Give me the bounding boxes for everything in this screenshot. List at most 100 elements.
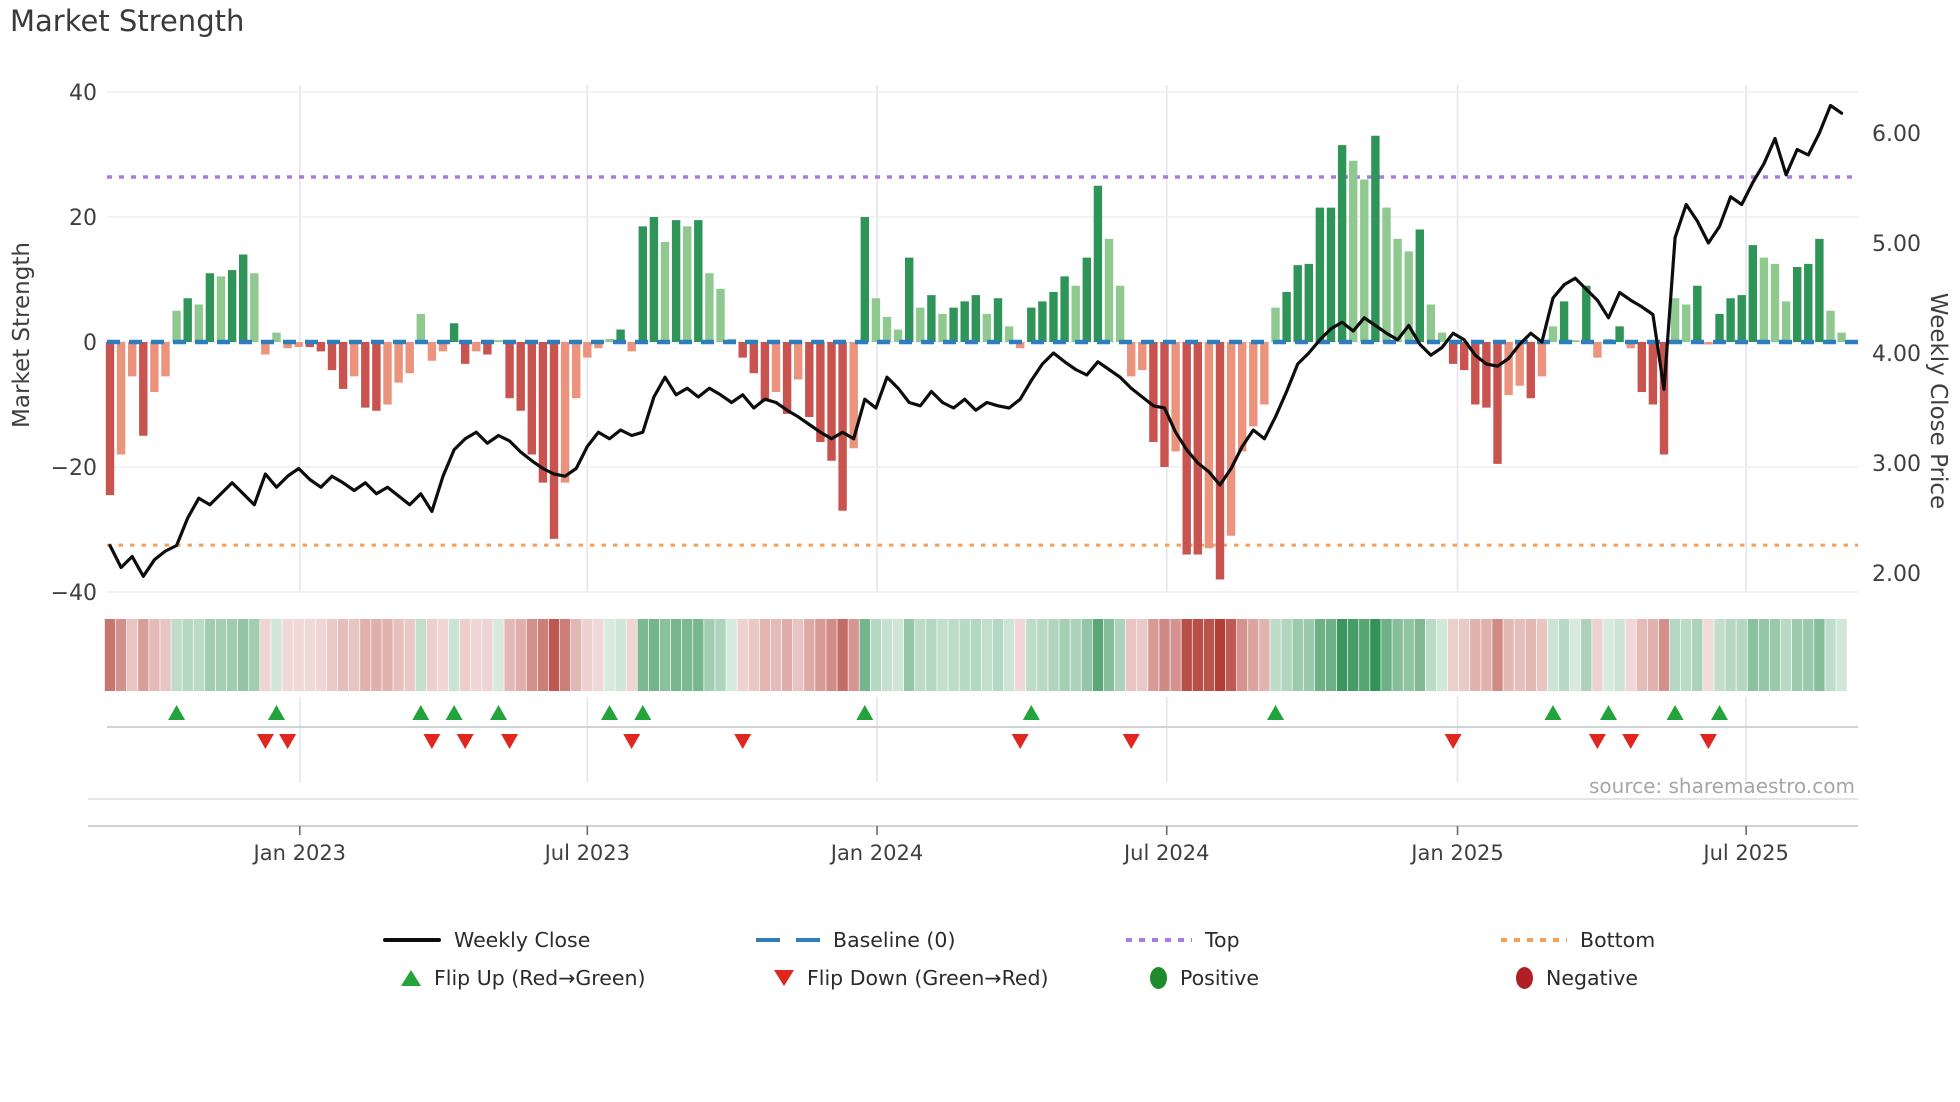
heatmap-cell xyxy=(604,619,615,691)
heatmap-cell xyxy=(149,619,160,691)
strength-bar xyxy=(1326,207,1336,342)
heatmap-cell xyxy=(759,619,771,691)
heatmap-cell xyxy=(1570,619,1581,691)
strength-bar xyxy=(1571,340,1580,342)
strength-bar xyxy=(982,313,992,342)
strength-bar xyxy=(605,338,614,342)
heatmap-cell xyxy=(1248,619,1259,691)
heatmap-cell xyxy=(1703,619,1714,691)
flip-up-marker xyxy=(268,705,285,720)
heatmap-cell xyxy=(1292,619,1303,691)
strength-bar xyxy=(938,313,947,342)
flip-up-marker xyxy=(445,705,463,720)
strength-bar xyxy=(172,310,181,342)
heatmap-cell xyxy=(437,619,449,691)
heatmap-cell xyxy=(1237,619,1248,691)
heatmap-cell xyxy=(360,619,371,691)
heatmap-cell xyxy=(1103,619,1115,691)
flip-up-marker xyxy=(1711,705,1728,720)
heatmap-cell xyxy=(160,619,171,691)
heatmap-cell xyxy=(1259,619,1270,691)
strength-bar xyxy=(1260,342,1269,405)
flip-up-marker xyxy=(601,705,618,720)
flip-up-marker xyxy=(412,705,430,720)
strength-bar xyxy=(1715,313,1724,342)
heatmap-cell xyxy=(1381,619,1392,691)
positive-dot-icon xyxy=(1150,967,1167,989)
legend-positive: Positive xyxy=(1150,966,1259,990)
flip-down-icon xyxy=(774,970,794,986)
strength-bar xyxy=(594,342,603,349)
strength-bar xyxy=(905,257,914,342)
strength-bar xyxy=(1815,238,1824,342)
strength-bar xyxy=(505,342,514,399)
strength-bar xyxy=(1304,263,1313,342)
strength-bar xyxy=(405,342,414,374)
strength-bar xyxy=(1648,342,1658,405)
heatmap-cell xyxy=(659,619,671,691)
heatmap-cell xyxy=(1159,619,1170,691)
heatmap-cell xyxy=(226,619,238,691)
strength-bar xyxy=(660,242,670,342)
heatmap-cell xyxy=(1792,619,1803,691)
strength-bar xyxy=(649,217,659,342)
heatmap-cell xyxy=(670,619,682,691)
strength-bar xyxy=(916,307,925,342)
heatmap-cell xyxy=(1126,619,1137,691)
right-tick-label: 2.00 xyxy=(1872,562,1921,587)
heatmap-cell xyxy=(948,619,959,691)
heatmap-cell xyxy=(1836,619,1847,691)
strength-bar xyxy=(216,276,226,342)
heatmap-cell xyxy=(1436,619,1448,691)
strength-bar xyxy=(993,298,1003,342)
strength-bar xyxy=(1626,342,1635,349)
strength-bar xyxy=(771,342,781,392)
flip-down-marker xyxy=(279,734,297,749)
heatmap-cell xyxy=(637,619,648,691)
heatmap-cell xyxy=(1636,619,1647,691)
right-tick-label: 4.00 xyxy=(1872,342,1921,367)
flip-up-icon xyxy=(401,970,421,986)
heatmap-cell xyxy=(1092,619,1104,691)
legend-flip-down: Flip Down (Green→Red) xyxy=(774,966,1049,990)
strength-bar xyxy=(971,295,980,342)
strength-bar xyxy=(705,273,714,342)
heatmap-cell xyxy=(1359,619,1370,691)
strength-bar xyxy=(1226,342,1236,536)
heatmap-cell xyxy=(1281,619,1292,691)
strength-bar xyxy=(1548,326,1558,342)
heatmap-cell xyxy=(793,619,804,691)
heatmap-cell xyxy=(526,619,537,691)
legend-label: Weekly Close xyxy=(454,928,591,952)
heatmap-cell xyxy=(371,619,382,691)
strength-bar xyxy=(1115,285,1125,342)
heatmap-cell xyxy=(1492,619,1503,691)
flip-down-marker xyxy=(1444,734,1462,749)
heatmap-cell xyxy=(1048,619,1059,691)
strength-bar xyxy=(1493,342,1502,464)
flip-up-marker xyxy=(856,705,874,720)
heatmap-cell xyxy=(1647,619,1659,691)
heatmap-cell xyxy=(1181,619,1192,691)
strength-bar xyxy=(1149,342,1158,442)
strength-bar xyxy=(627,342,636,352)
strength-bar xyxy=(1748,245,1757,342)
heatmap-cell xyxy=(315,619,327,691)
heatmap-cell xyxy=(981,619,993,691)
heatmap-cell xyxy=(571,619,582,691)
strength-bar xyxy=(338,342,348,389)
strength-bar xyxy=(1415,229,1424,342)
heatmap-cell xyxy=(249,619,260,691)
strength-bar xyxy=(1204,342,1214,549)
heatmap-cell xyxy=(1736,619,1747,691)
strength-bar xyxy=(1737,295,1746,342)
strength-bar xyxy=(738,342,747,358)
heatmap-cell xyxy=(1803,619,1814,691)
heatmap-cell xyxy=(1148,619,1159,691)
heatmap-cell xyxy=(559,619,571,691)
strength-bar xyxy=(472,342,481,352)
strength-bar xyxy=(538,342,548,483)
strength-bar xyxy=(1804,263,1813,342)
flip-down-marker xyxy=(423,734,441,749)
flip-up-marker xyxy=(490,705,507,720)
